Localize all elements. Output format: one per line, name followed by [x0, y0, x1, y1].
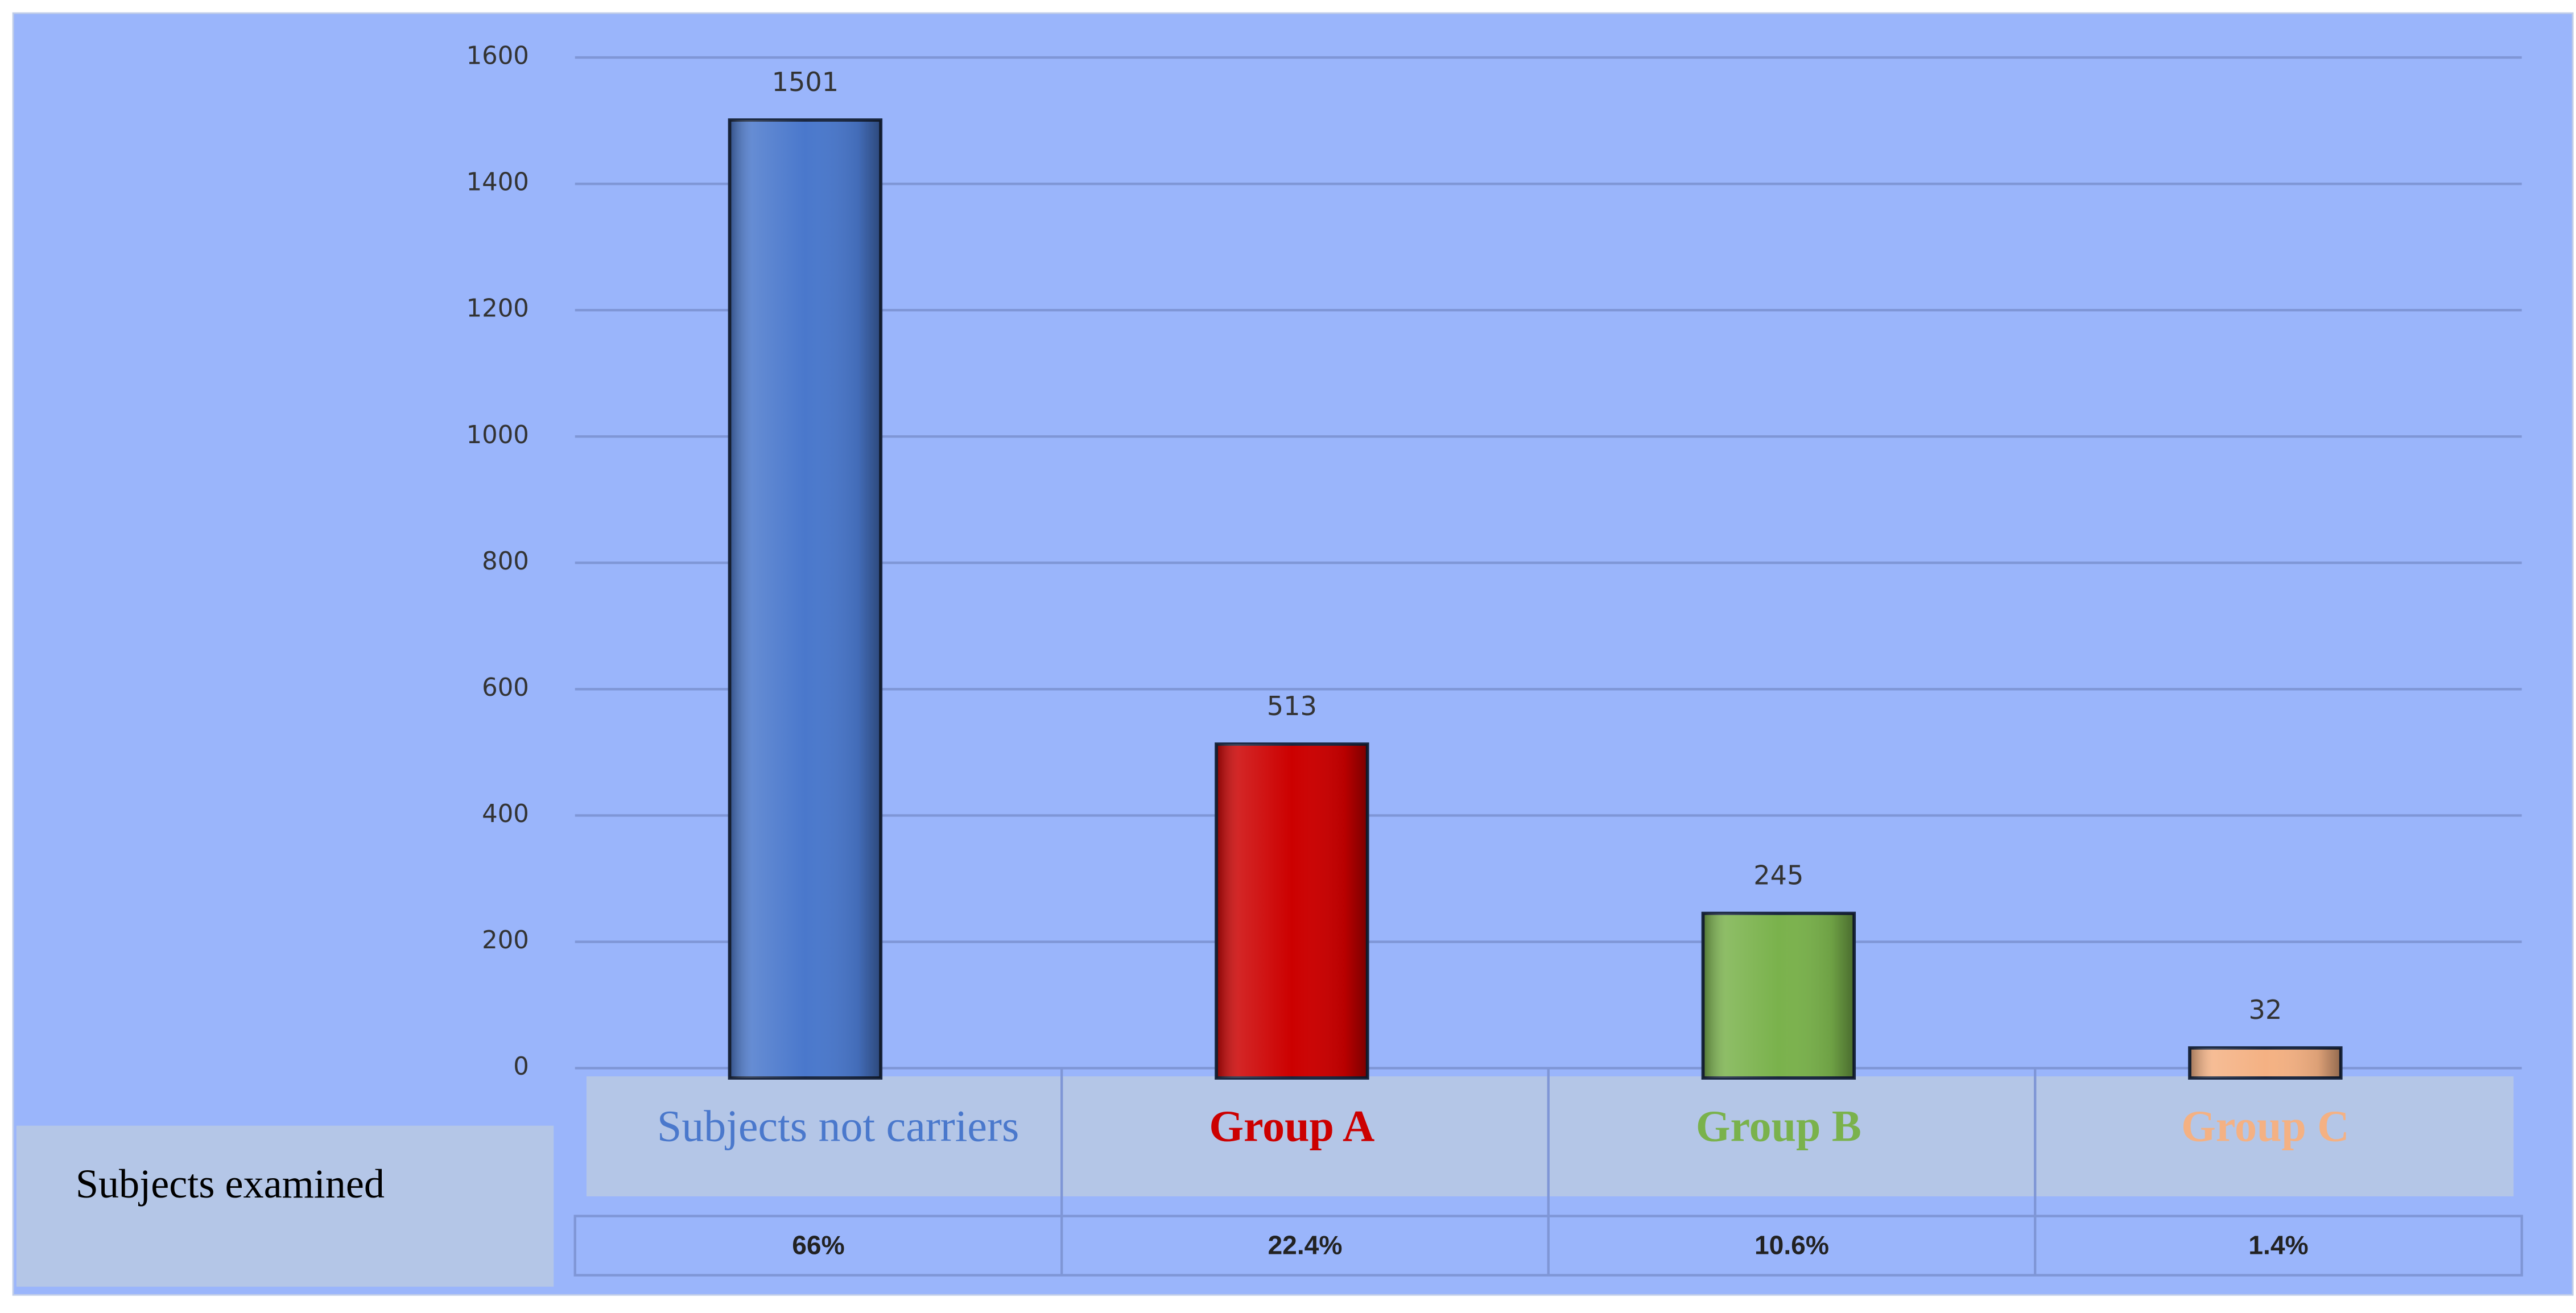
y-tick-label: 1200	[467, 295, 529, 323]
bar-shade	[1703, 913, 1855, 1078]
bar-shade	[2190, 1048, 2341, 1078]
y-tick-label: 0	[513, 1052, 529, 1081]
table-cell: 22.4%	[1268, 1231, 1342, 1260]
x-tick-label: Group B	[1696, 1101, 1861, 1150]
y-tick-label: 1600	[467, 42, 529, 71]
y-tick-label: 400	[482, 800, 529, 828]
value-label: 32	[2248, 994, 2282, 1025]
table-cell: 66%	[792, 1231, 844, 1260]
value-label: 245	[1753, 860, 1803, 891]
row-label: Subjects examined	[76, 1161, 385, 1207]
value-label: 1501	[772, 67, 839, 97]
y-tick-label: 1400	[467, 168, 529, 197]
bar-shade	[1216, 744, 1368, 1078]
y-tick-label: 200	[482, 926, 529, 955]
x-tick-label: Group A	[1209, 1101, 1374, 1150]
category-band	[586, 1076, 2514, 1196]
row-label-box	[16, 1125, 554, 1287]
x-tick-label: Group C	[2181, 1101, 2349, 1150]
table-cell: 1.4%	[2248, 1231, 2308, 1260]
y-tick-label: 800	[482, 547, 529, 576]
x-tick-label: Subjects not carriers	[657, 1101, 1019, 1150]
table-cell: 10.6%	[1755, 1231, 1829, 1260]
y-tick-label: 600	[482, 674, 529, 702]
y-tick-label: 1000	[467, 421, 529, 449]
value-label: 513	[1267, 691, 1317, 721]
bar-shade	[729, 120, 881, 1078]
